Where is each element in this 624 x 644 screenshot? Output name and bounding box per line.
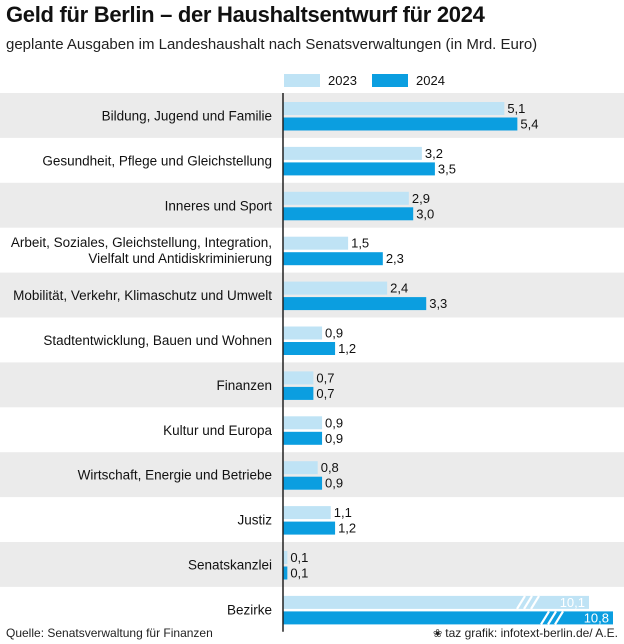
category-label: Justiz — [237, 513, 272, 528]
bar-2024 — [283, 297, 427, 311]
category-label: Finanzen — [216, 378, 272, 393]
bar-2023 — [283, 236, 349, 250]
bar-2023 — [283, 371, 314, 385]
bar-2023 — [283, 506, 331, 520]
bar-2024 — [283, 252, 383, 266]
bar-2024 — [283, 342, 336, 355]
data-label-2024: 0,9 — [325, 476, 343, 491]
data-label-2023: 1,5 — [351, 236, 369, 251]
data-label-2023: 1,1 — [334, 505, 352, 520]
data-label-2023: 10,1 — [560, 595, 585, 610]
bar-2023 — [283, 595, 589, 609]
category-label: Bildung, Jugend und Familie — [102, 108, 272, 123]
break-mark — [540, 610, 550, 625]
break-mark — [547, 610, 557, 625]
legend-swatch-2024 — [372, 74, 408, 87]
data-label-2023: 2,4 — [390, 281, 408, 296]
bar-2023 — [283, 102, 505, 115]
data-label-2023: 0,1 — [290, 550, 308, 565]
bar-2024 — [283, 521, 336, 535]
category-label: Vielfalt und Antidiskriminierung — [88, 251, 272, 266]
break-mark — [530, 595, 540, 610]
data-label-2024: 3,0 — [416, 206, 434, 221]
data-label-2023: 0,7 — [316, 370, 334, 385]
data-label-2024: 3,5 — [438, 161, 456, 176]
break-mark — [516, 595, 526, 610]
bar-2024 — [283, 207, 414, 221]
bar-2024 — [283, 566, 288, 580]
bar-2023 — [283, 416, 323, 430]
category-label: Inneres und Sport — [165, 198, 273, 213]
legend-label-2023: 2023 — [328, 73, 357, 88]
category-label: Senatskanzlei — [188, 557, 272, 572]
data-label-2024: 1,2 — [338, 341, 356, 356]
category-label: Wirtschaft, Energie und Betriebe — [78, 468, 272, 483]
credit-text: taz grafik: infotext-berlin.de/ A.E. — [445, 626, 618, 640]
bar-2024 — [283, 386, 314, 400]
data-label-2023: 0,9 — [325, 326, 343, 341]
paw-icon: ❀ — [433, 628, 443, 640]
row-band — [0, 542, 624, 587]
data-label-2024: 10,8 — [584, 610, 609, 625]
bar-2023 — [283, 326, 323, 340]
row-band — [0, 362, 624, 408]
bar-2023 — [283, 281, 388, 295]
data-label-2023: 2,9 — [412, 191, 430, 206]
data-label-2024: 3,3 — [429, 296, 447, 311]
category-label: Kultur und Europa — [163, 423, 272, 438]
category-label: Gesundheit, Pflege und Gleichstellung — [42, 153, 272, 168]
bar-2024 — [283, 611, 613, 625]
bar-2024 — [283, 162, 435, 176]
credit-note: ❀ taz grafik: infotext-berlin.de/ A.E. — [433, 626, 618, 640]
legend-swatch-2023 — [284, 74, 320, 87]
row-band — [0, 182, 624, 228]
break-mark — [554, 610, 564, 625]
break-mark — [523, 595, 533, 610]
data-label-2024: 0,1 — [290, 566, 308, 581]
source-note: Quelle: Senatsverwaltung für Finanzen — [6, 626, 213, 640]
data-label-2024: 5,4 — [520, 117, 538, 132]
bar-2023 — [283, 191, 409, 205]
data-label-2023: 0,9 — [325, 415, 343, 430]
chart-title: Geld für Berlin – der Haushaltsentwurf f… — [6, 2, 485, 27]
data-label-2023: 5,1 — [507, 101, 525, 116]
chart-subtitle: geplante Ausgaben im Landeshaushalt nach… — [6, 36, 538, 53]
category-label: Stadtentwicklung, Bauen und Wohnen — [43, 333, 272, 348]
data-label-2024: 2,3 — [386, 251, 404, 266]
category-label: Bezirke — [227, 602, 272, 617]
data-label-2023: 3,2 — [425, 146, 443, 161]
category-label: Arbeit, Soziales, Gleichstellung, Integr… — [11, 235, 272, 250]
data-label-2024: 0,9 — [325, 431, 343, 446]
bar-2023 — [283, 461, 318, 475]
category-label: Mobilität, Verkehr, Klimaschutz und Umwe… — [13, 288, 272, 303]
data-label-2023: 0,8 — [321, 460, 339, 475]
bar-2024 — [283, 117, 518, 131]
legend-label-2024: 2024 — [416, 73, 445, 88]
bar-2023 — [283, 551, 288, 564]
bar-2023 — [283, 146, 422, 160]
data-label-2024: 0,7 — [316, 386, 334, 401]
bar-2024 — [283, 476, 323, 490]
bar-2024 — [283, 431, 323, 445]
data-label-2024: 1,2 — [338, 521, 356, 536]
